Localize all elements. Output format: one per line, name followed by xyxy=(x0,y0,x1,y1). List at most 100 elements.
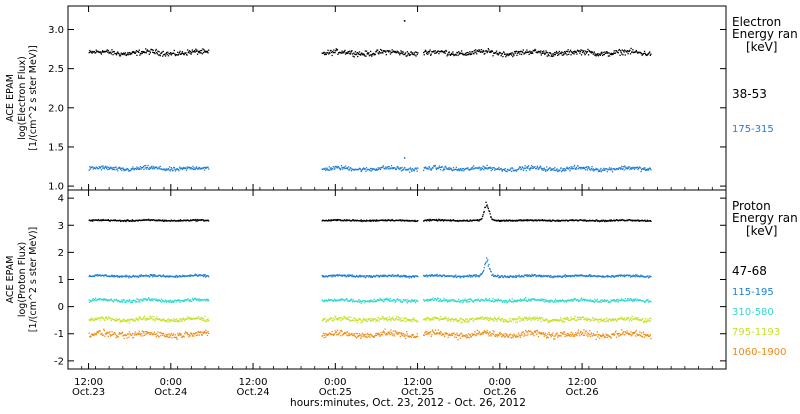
data-point xyxy=(190,318,191,319)
data-point xyxy=(505,319,506,320)
data-point xyxy=(443,319,444,320)
data-point xyxy=(399,169,400,170)
data-point xyxy=(630,319,631,320)
data-point xyxy=(202,317,203,318)
data-point xyxy=(442,170,443,171)
data-point xyxy=(381,318,382,319)
data-point xyxy=(326,54,327,55)
data-point xyxy=(353,299,354,300)
data-point xyxy=(431,168,432,169)
data-point xyxy=(91,317,92,318)
data-point xyxy=(529,319,530,320)
data-point xyxy=(161,333,162,334)
data-point xyxy=(510,53,511,54)
data-point xyxy=(445,53,446,54)
data-point xyxy=(542,276,543,277)
data-point xyxy=(368,334,369,335)
data-point xyxy=(598,322,599,323)
data-point xyxy=(371,318,372,319)
data-point xyxy=(608,321,609,322)
data-point xyxy=(581,298,582,299)
data-point xyxy=(410,167,411,168)
data-point xyxy=(515,275,516,276)
data-point xyxy=(462,170,463,171)
data-point xyxy=(323,301,324,302)
data-point xyxy=(90,336,91,337)
data-point xyxy=(414,299,415,300)
data-point xyxy=(540,52,541,53)
data-point xyxy=(390,53,391,54)
data-point xyxy=(206,332,207,333)
data-point xyxy=(488,265,489,266)
data-point xyxy=(127,52,128,53)
data-point xyxy=(112,54,113,55)
data-point xyxy=(622,318,623,319)
proton-ylabel-line: log(Proton Flux) xyxy=(17,242,28,317)
data-point xyxy=(430,55,431,56)
data-point xyxy=(432,299,433,300)
data-point xyxy=(126,54,127,55)
data-point xyxy=(541,275,542,276)
data-point xyxy=(452,54,453,55)
data-point xyxy=(544,168,545,169)
data-point xyxy=(559,170,560,171)
data-point xyxy=(332,331,333,332)
data-point xyxy=(467,52,468,53)
data-point xyxy=(121,170,122,171)
data-point xyxy=(386,168,387,169)
data-point xyxy=(492,298,493,299)
data-point xyxy=(571,168,572,169)
data-point xyxy=(513,53,514,54)
data-point xyxy=(127,319,128,320)
data-point xyxy=(207,167,208,168)
data-point xyxy=(348,51,349,52)
data-point xyxy=(202,335,203,336)
data-point xyxy=(505,56,506,57)
legend-795-1193: 795-1193 xyxy=(732,327,780,338)
data-point xyxy=(163,318,164,319)
data-point xyxy=(545,301,546,302)
data-point xyxy=(119,322,120,323)
data-point xyxy=(399,317,400,318)
data-point xyxy=(512,168,513,169)
data-point xyxy=(492,300,493,301)
data-point xyxy=(591,166,592,167)
data-point xyxy=(132,302,133,303)
data-point xyxy=(165,55,166,56)
data-point xyxy=(94,299,95,300)
data-point xyxy=(150,316,151,317)
data-point xyxy=(622,54,623,55)
data-point xyxy=(635,298,636,299)
data-point xyxy=(605,321,606,322)
data-point xyxy=(123,335,124,336)
data-point xyxy=(625,54,626,55)
data-point xyxy=(406,299,407,300)
data-point xyxy=(484,300,485,301)
data-point xyxy=(199,334,200,335)
data-point xyxy=(584,54,585,55)
data-point xyxy=(336,331,337,332)
data-point xyxy=(457,52,458,53)
data-point xyxy=(341,331,342,332)
data-point xyxy=(624,318,625,319)
data-point xyxy=(403,52,404,53)
data-point xyxy=(407,299,408,300)
data-point xyxy=(372,169,373,170)
data-point xyxy=(501,55,502,56)
data-point xyxy=(473,302,474,303)
data-point xyxy=(524,300,525,301)
data-point xyxy=(207,300,208,301)
data-point xyxy=(147,167,148,168)
data-point xyxy=(400,300,401,301)
data-point xyxy=(390,329,391,330)
data-point xyxy=(456,167,457,168)
data-point xyxy=(597,53,598,54)
data-point xyxy=(534,319,535,320)
data-point xyxy=(382,332,383,333)
data-point xyxy=(149,332,150,333)
data-point xyxy=(530,318,531,319)
data-point xyxy=(470,169,471,170)
data-point xyxy=(527,320,528,321)
data-point xyxy=(363,336,364,337)
data-point xyxy=(375,333,376,334)
